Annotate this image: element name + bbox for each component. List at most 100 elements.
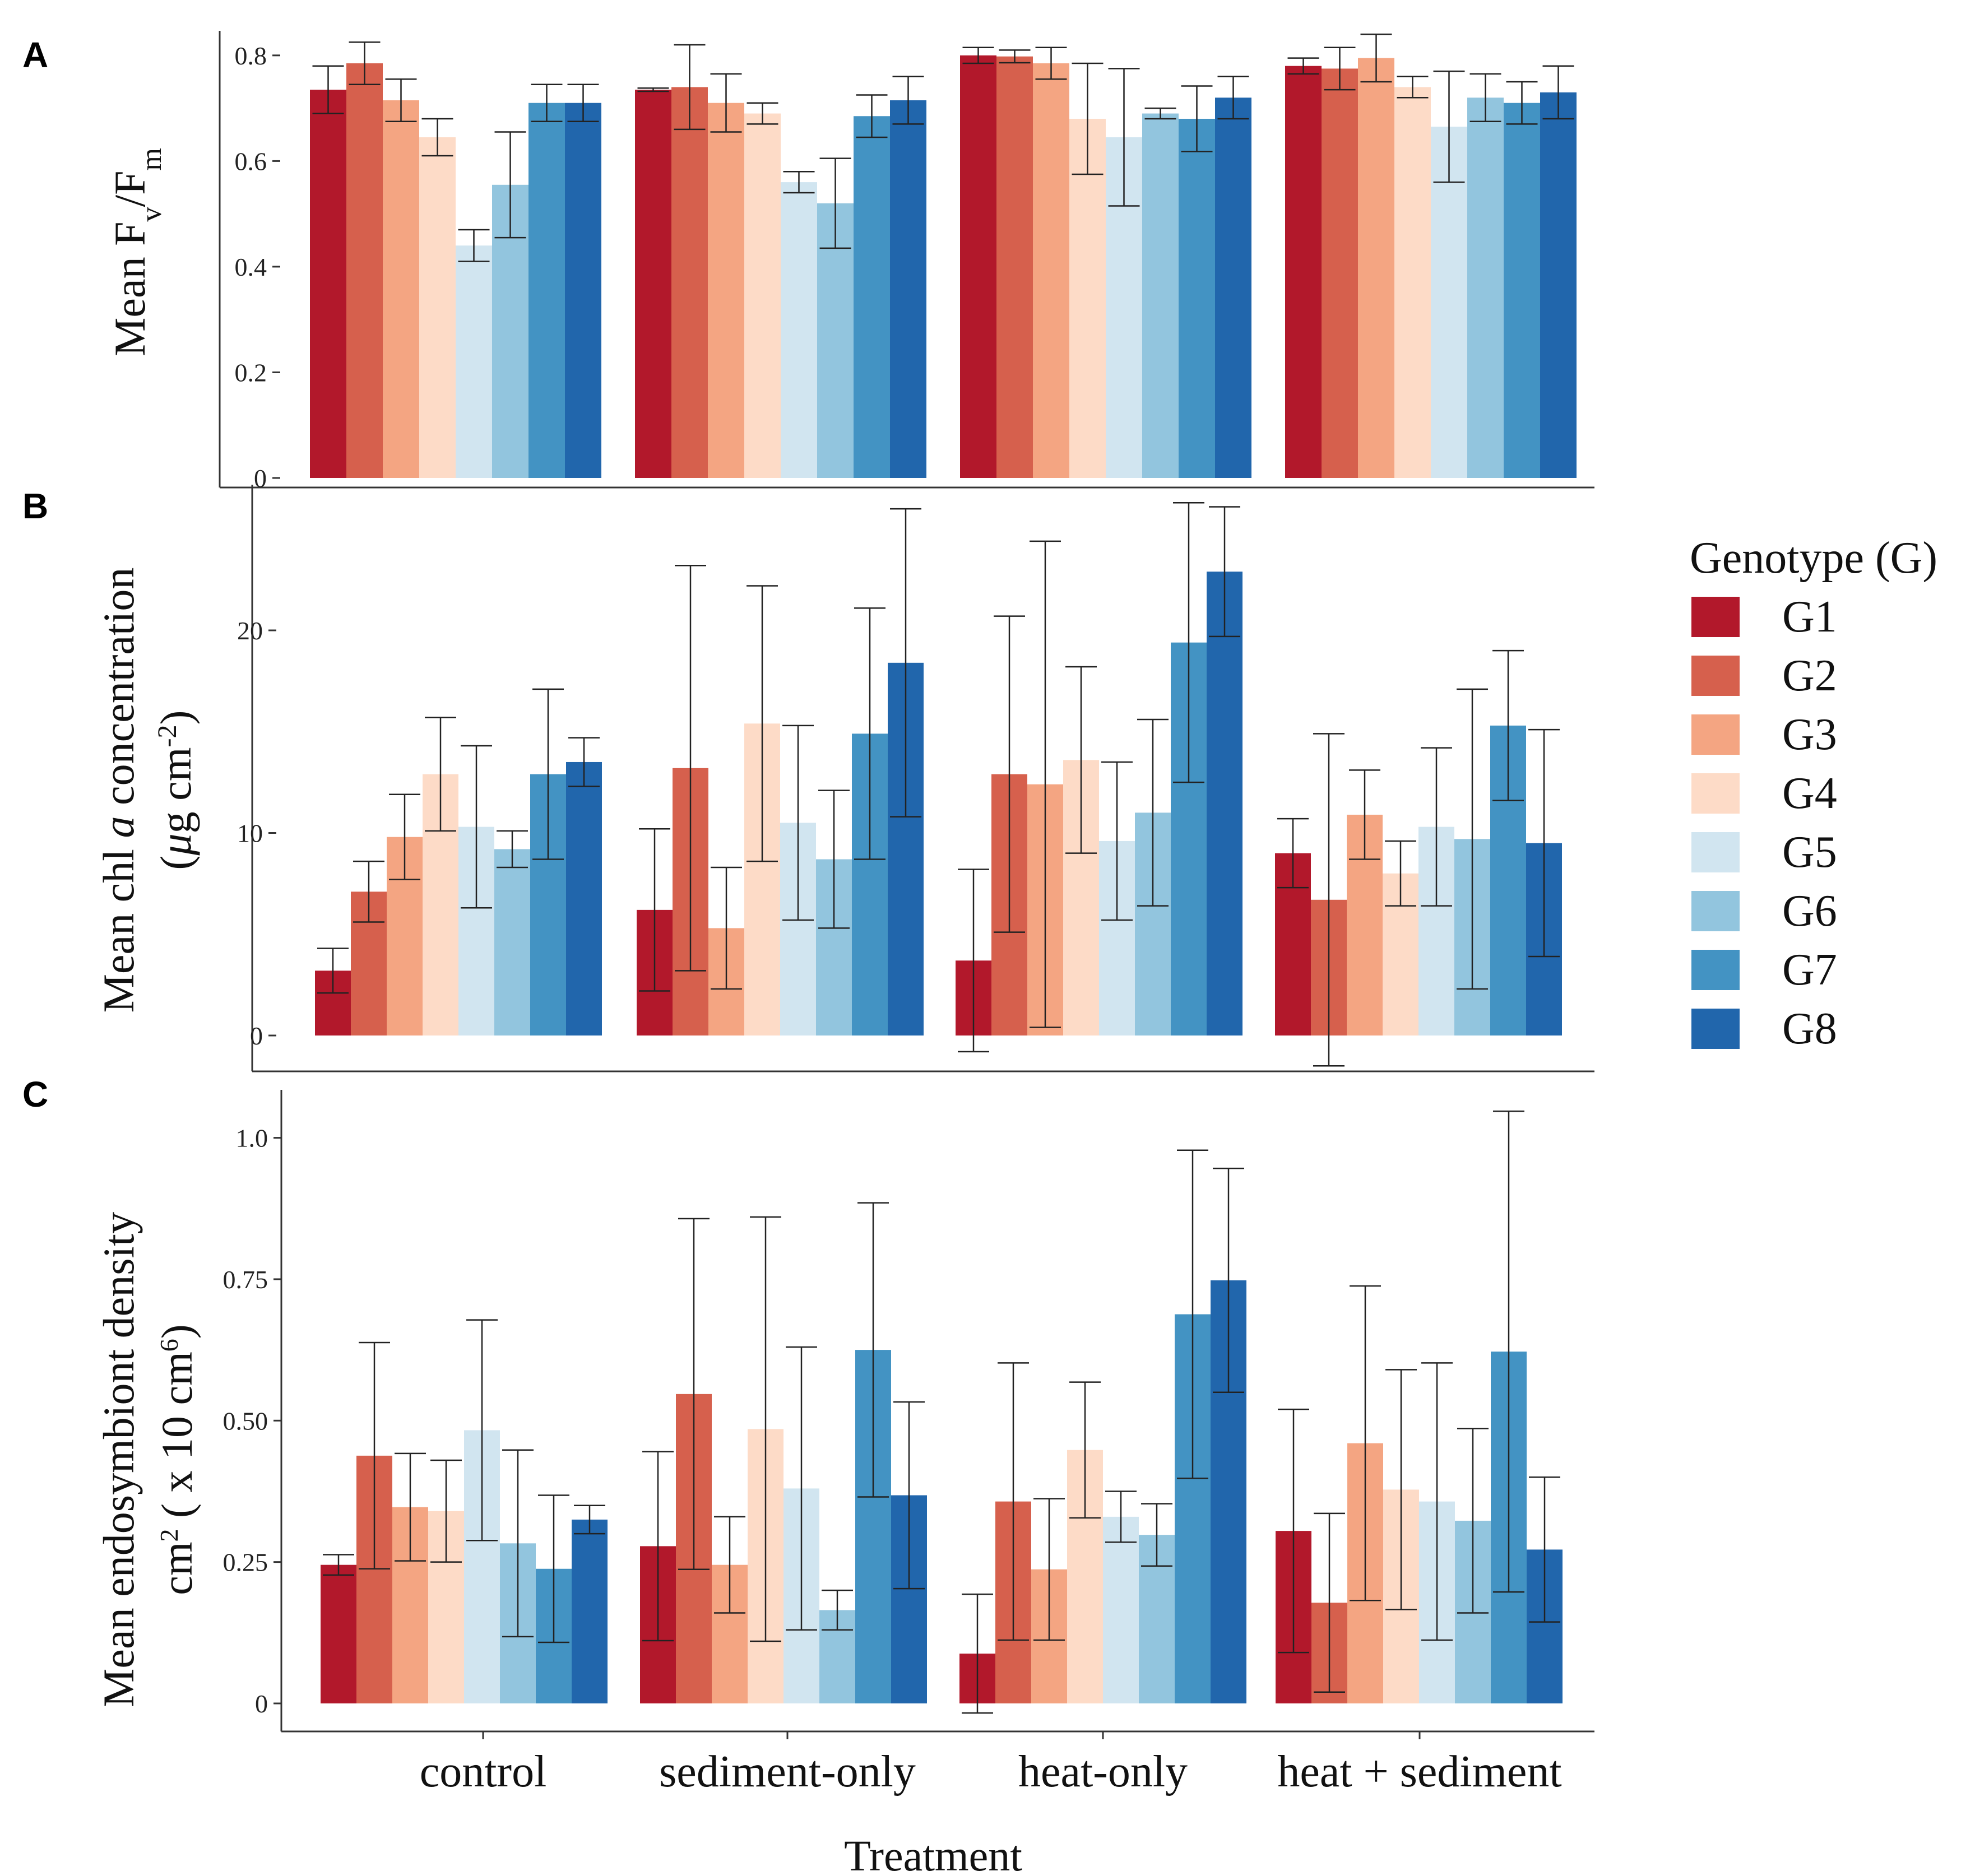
panel-c-errorbar-g2-control [359,1341,390,1570]
panel-b-y-axis-title-line2: (μg cm-2) [151,711,200,870]
panel-a-bar-g5-control [456,245,492,478]
panel-a-y-tick-label: 0.6 [235,147,267,175]
panel-c-errorbar-g3-control [395,1452,426,1562]
panel-letter-c: C [22,1074,48,1115]
panel-b-axes [251,485,1594,1072]
panel-c-y-axis-title-line2: cm2 ( x 10 cm6) [152,1324,201,1595]
panel-b-y-ticks: 0 10 20 [237,616,276,1050]
panel-c-errorbar-g4-sediment-only [750,1216,781,1642]
panel-a-y-tick-label: 0.8 [235,41,267,70]
panel-b-errorbar-g4-heat-sediment [1385,840,1416,907]
panel-a-errorbar-g5-heat-only [1108,68,1140,207]
legend: Genotype (G) G1 G2 G3 G4 G5 G6 G7 G8 [1690,533,1937,1053]
panel-a-bar-g4-heat-sediment [1394,87,1431,479]
panel-a-bar-g4-heat-only [1069,118,1106,479]
legend-item-g6: G6 [1691,886,1837,936]
panel-b-errorbar-g2-sediment-only [675,565,706,972]
panel-a-y-tick-label: 0.4 [235,253,267,281]
panel-b-errorbar-g3-heat-only [1030,540,1061,1028]
panel-a-bars [310,33,1577,479]
panel-a-bar-g3-control [383,100,419,479]
panel-c-errorbar-g8-heat-sediment [1529,1476,1560,1623]
panel-a-bar-g5-heat-sediment [1431,127,1467,479]
legend-item-g7: G7 [1691,945,1837,995]
panel-b-errorbar-g8-control [568,737,600,787]
panel-a-errorbar-g2-heat-only [999,49,1031,64]
panel-a-errorbar-g2-heat-sediment [1324,47,1356,91]
panel-a-errorbar-g7-heat-sediment [1506,81,1538,125]
panel-c-bars [321,1110,1563,1714]
panel-a-errorbar-g4-heat-only [1072,62,1104,175]
legend-label-g5: G5 [1782,828,1837,877]
x-category-labels: control sediment-only heat-only heat + s… [420,1747,1562,1796]
panel-a-errorbar-g6-sediment-only [819,157,851,249]
x-tick-label-heat-only: heat-only [1018,1747,1188,1796]
panel-b-bar-g6-control [494,849,530,1035]
panel-c-axes [280,1090,1594,1739]
panel-a-errorbar-g5-heat-sediment [1433,70,1465,183]
legend-swatch-g3 [1691,714,1740,755]
legend-label-g8: G8 [1782,1004,1837,1053]
panel-a-bar-g8-heat-sediment [1540,92,1577,479]
panel-a-bar-g6-sediment-only [817,203,854,478]
panel-b-errorbar-g6-heat-only [1137,718,1169,907]
panel-a-errorbar-g4-heat-sediment [1397,76,1429,99]
panel-c-errorbar-g8-control [574,1504,605,1535]
x-tick-label-control: control [420,1747,547,1796]
panel-b-errorbar-g7-heat-only [1173,501,1204,783]
panel-b-y-tick-label: 0 [250,1021,263,1050]
panel-letter-a: A [22,35,48,75]
panel-c-y-axis-title-line1: Mean endosymbiont density [94,1212,143,1707]
panel-b-errorbar-g8-heat-only [1209,506,1240,638]
x-tick-label-sediment-only: sediment-only [659,1747,916,1796]
panel-a-bar-g7-sediment-only [854,116,890,478]
panel-a-errorbar-g8-sediment-only [892,76,924,125]
panel-c-errorbar-g7-heat-only [1177,1149,1208,1479]
panel-c-errorbar-g1-control [323,1554,354,1576]
panel-b-errorbar-g4-sediment-only [747,585,778,862]
panel-b-bar-g8-heat-only [1207,572,1243,1035]
legend-label-g1: G1 [1782,592,1837,642]
panel-a-bar-g1-heat-sediment [1285,66,1322,478]
panel-b-errorbar-g4-heat-only [1065,666,1097,854]
panel-b-errorbar-g8-sediment-only [890,508,921,818]
panel-c-errorbar-g3-heat-sediment [1350,1285,1381,1601]
panel-a-errorbar-g6-heat-sediment [1469,73,1501,122]
panel-b-errorbar-g2-heat-sediment [1313,733,1345,1067]
legend-swatch-g6 [1691,891,1740,931]
panel-a-bar-g1-sediment-only [635,90,671,478]
panel-a-errorbar-g1-heat-only [962,47,994,64]
legend-item-g4: G4 [1691,769,1837,818]
legend-label-g6: G6 [1782,886,1837,936]
panel-a-bar-g4-control [419,137,456,479]
panel-a-y-ticks: 0 0.2 0.4 0.6 0.8 [235,41,280,493]
panel-a-errorbar-g1-heat-sediment [1287,57,1319,75]
panel-b-y-tick-label: 20 [237,616,263,645]
panel-c-errorbar-g5-heat-only [1105,1490,1137,1543]
panel-b-y-axis-title-line1: Mean chl a concentration [94,568,143,1013]
panel-b-errorbar-g6-control [497,830,528,869]
panel-a-bar-g7-heat-sediment [1504,103,1540,478]
legend-item-g1: G1 [1691,592,1837,642]
legend-swatch-g1 [1691,597,1740,637]
panel-a-errorbar-g7-sediment-only [856,94,888,138]
panel-a-errorbar-g8-heat-only [1217,76,1249,120]
panel-a-bar-g1-control [310,90,346,478]
panel-b-bars [315,501,1562,1067]
panel-a-bar-g3-heat-only [1033,63,1069,479]
panel-b-errorbar-g1-sediment-only [639,828,670,992]
panel-c-errorbar-g6-sediment-only [822,1589,853,1631]
panel-a-errorbar-g6-heat-only [1144,107,1176,120]
panel-a-bar-g4-sediment-only [744,113,781,479]
panel-a-errorbar-g3-sediment-only [710,73,742,133]
panel-b-y-tick-label: 10 [237,819,263,847]
panel-b-errorbar-g6-sediment-only [818,790,850,929]
panel-c-y-ticks: 0 0.25 0.50 0.75 1.0 [223,1124,281,1718]
legend-swatch-g8 [1691,1009,1740,1049]
panel-letter-b: B [22,486,48,526]
panel-a-bar-g3-sediment-only [708,103,744,478]
panel-c-bar-g1-control [321,1564,356,1703]
panel-a-bar-g6-heat-only [1142,113,1179,479]
panel-a-errorbar-g8-heat-sediment [1542,65,1574,120]
panel-b-chl-chart: 0 10 20 [237,485,1594,1072]
